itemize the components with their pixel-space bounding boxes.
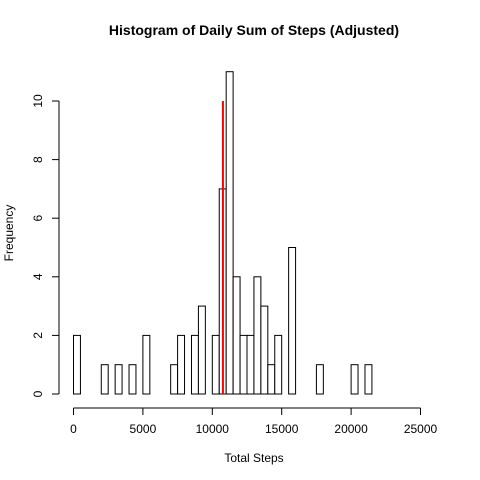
histogram-bar [364, 364, 373, 395]
x-tick-label: 20000 [334, 422, 368, 436]
histogram-bar [142, 334, 151, 395]
histogram-bar [197, 305, 206, 395]
histogram-bar [114, 364, 123, 395]
histogram-bar [225, 71, 234, 395]
x-tick-label: 5000 [130, 422, 157, 436]
y-tick-label: 2 [31, 332, 45, 339]
x-tick-label: 15000 [265, 422, 299, 436]
histogram-bar [232, 276, 241, 395]
histogram-bar [260, 305, 269, 395]
histogram-bar [170, 364, 179, 395]
bars-layer [73, 71, 373, 395]
histogram-bar [190, 334, 199, 395]
x-tick-label: 10000 [196, 422, 230, 436]
y-tick-label: 4 [31, 273, 45, 280]
histogram-bar [350, 364, 359, 395]
y-tick-label: 0 [31, 390, 45, 397]
histogram-bar [128, 364, 137, 395]
histogram-bar [100, 364, 109, 395]
y-axis-label: Frequency [2, 205, 16, 262]
histogram-bar [246, 334, 255, 395]
histogram-bar [211, 334, 220, 395]
x-axis-label: Total Steps [224, 451, 283, 465]
x-tick-label: 0 [70, 422, 77, 436]
x-tick-label: 25000 [404, 422, 438, 436]
histogram-bar [73, 334, 81, 395]
histogram-bar [239, 334, 248, 395]
histogram-bar [315, 364, 324, 395]
y-tick-label: 8 [31, 156, 45, 163]
chart-title: Histogram of Daily Sum of Steps (Adjuste… [109, 22, 399, 38]
histogram-bar [177, 334, 186, 395]
y-tick-label: 10 [31, 94, 45, 108]
histogram-bar [274, 334, 283, 395]
y-axis: 0 2 4 6 8 10 [31, 94, 60, 397]
histogram-bar [253, 276, 262, 395]
y-tick-label: 6 [31, 215, 45, 222]
histogram-bar [288, 247, 297, 395]
histogram-bar [267, 364, 276, 395]
x-axis: 0 5000 10000 15000 20000 25000 [70, 407, 438, 436]
